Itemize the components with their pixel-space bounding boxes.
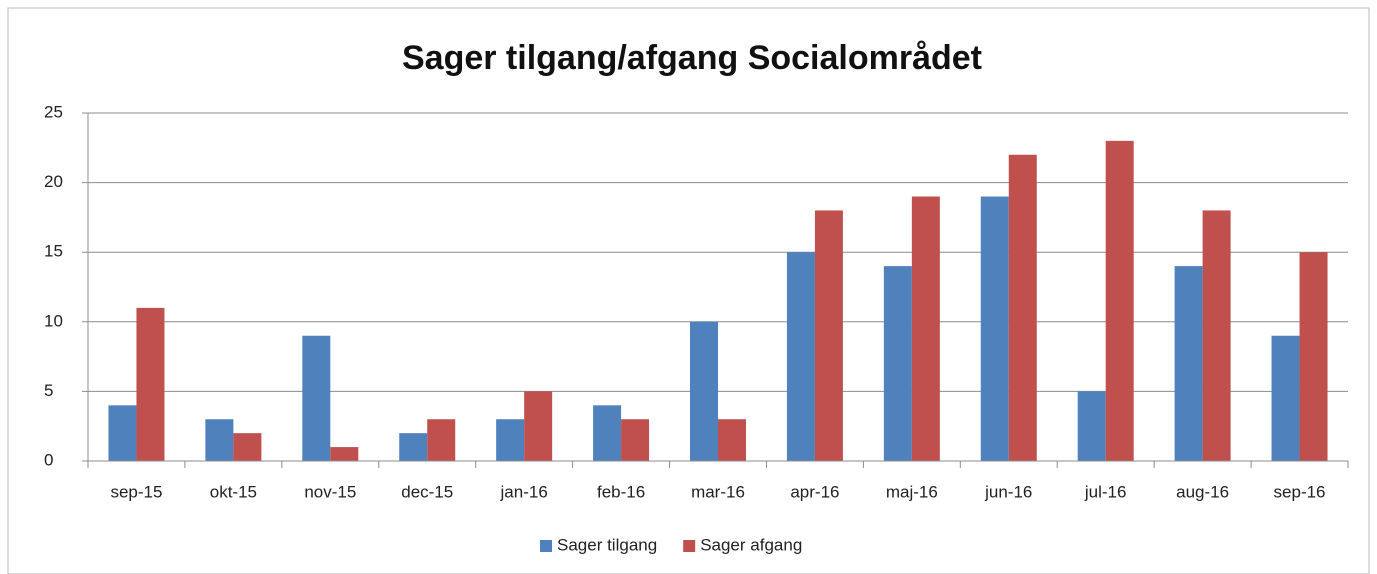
bar [1077, 391, 1106, 461]
bar [621, 419, 650, 461]
bar [1008, 154, 1037, 461]
x-tick-label: aug-16 [1176, 482, 1229, 501]
bar [911, 196, 940, 461]
y-tick-label: 0 [44, 450, 53, 469]
chart-frame [7, 7, 1370, 574]
bar [980, 196, 1009, 461]
legend-swatch [540, 540, 552, 552]
x-tick-label: jan-16 [500, 482, 548, 501]
bar [718, 419, 746, 461]
legend-label: Sager afgang [700, 535, 802, 554]
bar [496, 419, 525, 461]
legend-swatch [683, 540, 696, 552]
bar [524, 391, 553, 461]
bar [883, 266, 912, 461]
y-tick-label: 5 [44, 381, 53, 400]
bar [205, 419, 234, 461]
bar [1271, 335, 1300, 461]
y-tick-label: 10 [44, 311, 63, 330]
x-tick-label: nov-15 [304, 482, 356, 501]
bar [1202, 210, 1231, 461]
bar [108, 405, 137, 461]
x-tick-label: feb-16 [597, 482, 645, 501]
bar [814, 210, 843, 461]
y-tick-label: 25 [44, 102, 63, 121]
y-tick-label: 15 [44, 242, 63, 261]
bar [427, 419, 456, 461]
x-tick-label: sep-16 [1274, 482, 1326, 501]
bar [136, 307, 165, 461]
chart-title: Sager tilgang/afgang Socialområdet [402, 39, 982, 77]
bar [1174, 266, 1203, 461]
x-tick-label: maj-16 [886, 482, 938, 501]
bar [330, 447, 359, 461]
x-tick-label: apr-16 [790, 482, 839, 501]
bar [233, 433, 262, 461]
x-tick-label: jun-16 [984, 482, 1032, 501]
bar [302, 335, 331, 461]
bar [690, 321, 718, 461]
legend-label: Sager tilgang [557, 535, 657, 554]
x-tick-label: okt-15 [210, 482, 257, 501]
bar [1105, 140, 1134, 461]
x-tick-label: mar-16 [691, 482, 745, 501]
x-tick-label: sep-15 [110, 482, 162, 501]
bar [786, 252, 815, 461]
bar [593, 405, 622, 461]
x-tick-label: dec-15 [401, 482, 453, 501]
bar [399, 433, 428, 461]
x-tick-label: jul-16 [1084, 482, 1127, 501]
bar [1299, 252, 1328, 461]
y-tick-label: 20 [44, 172, 63, 191]
